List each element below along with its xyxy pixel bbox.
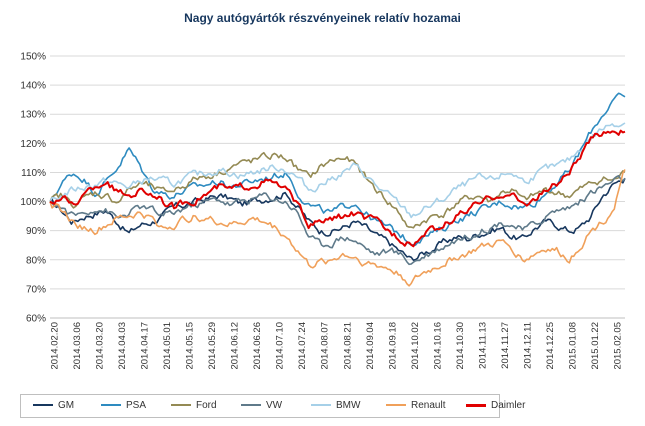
- y-tick-label: 100%: [20, 197, 46, 208]
- series-lines: [49, 92, 626, 287]
- x-tick-label: 2014.08.07: [320, 322, 331, 370]
- x-tick-label: 2014.10.30: [455, 322, 466, 370]
- legend-label: Renault: [411, 400, 446, 411]
- x-tick-label: 2015.01.22: [590, 322, 601, 370]
- legend-swatch: [466, 403, 486, 407]
- x-tick-label: 2015.01.08: [567, 322, 578, 370]
- legend-label: GM: [58, 400, 75, 411]
- legend-label: VW: [266, 400, 283, 411]
- x-tick-label: 2014.05.01: [162, 322, 173, 370]
- y-tick-label: 120%: [20, 139, 46, 150]
- y-tick-label: 90%: [26, 226, 46, 237]
- x-tick-label: 2014.08.21: [342, 322, 353, 370]
- x-tick-label: 2014.02.20: [50, 322, 61, 370]
- legend-item-bmw: BMW: [311, 400, 360, 414]
- legend-item-psa: PSA: [101, 400, 146, 414]
- x-tick-label: 2014.05.15: [185, 322, 196, 370]
- x-tick-label: 2014.12.11: [522, 322, 533, 369]
- x-tick-label: 2014.06.26: [252, 322, 263, 370]
- legend-swatch: [386, 404, 406, 407]
- legend-swatch: [241, 404, 261, 407]
- legend-item-renault: Renault: [386, 400, 445, 414]
- legend-label: Ford: [196, 400, 217, 411]
- legend-item-gm: GM: [33, 400, 74, 414]
- chart-title: Nagy autógyártók részvényeinek relatív h…: [184, 11, 461, 25]
- x-tick-label: 2014.09.18: [387, 322, 398, 370]
- legend-swatch: [33, 404, 53, 407]
- series-line-gm: [49, 177, 626, 262]
- line-chart: 60% 70% 80% 90% 100% 110% 120% 130% 140% 150% 201…: [20, 52, 626, 370]
- x-tick-label: 2014.05.29: [207, 322, 218, 370]
- series-line-vw: [49, 174, 626, 266]
- legend-item-daimler: Daimler: [466, 400, 525, 414]
- series-line-ford: [49, 151, 626, 229]
- x-tick-label: 2014.06.12: [230, 322, 241, 370]
- x-tick-label: 2014.12.25: [545, 322, 556, 370]
- x-tick-label: 2014.11.27: [500, 322, 511, 369]
- y-axis-ticks: 60% 70% 80% 90% 100% 110% 120% 130% 140% 150%: [20, 52, 46, 325]
- legend-swatch: [171, 404, 191, 407]
- x-tick-label: 2014.09.04: [365, 322, 376, 370]
- y-tick-label: 150%: [20, 52, 46, 63]
- x-tick-label: 2014.07.10: [275, 322, 286, 370]
- x-tick-label: 2014.03.06: [72, 322, 83, 370]
- legend-swatch: [101, 404, 121, 407]
- series-line-bmw: [49, 122, 626, 219]
- x-tick-label: 2014.03.20: [95, 322, 106, 370]
- series-line-daimler: [49, 129, 626, 248]
- x-tick-label: 2014.11.13: [477, 322, 488, 369]
- legend-label: BMW: [336, 400, 361, 411]
- x-tick-label: 2014.04.17: [140, 322, 151, 370]
- y-tick-label: 110%: [21, 168, 46, 179]
- x-tick-label: 2014.04.03: [117, 322, 128, 370]
- y-tick-label: 60%: [26, 314, 46, 325]
- legend-label: PSA: [126, 400, 147, 411]
- x-axis-ticks: 2014.02.20 2014.03.06 2014.03.20 2014.04.03…: [50, 322, 624, 370]
- x-tick-label: 2014.10.16: [432, 322, 443, 370]
- y-tick-label: 70%: [26, 284, 46, 295]
- x-tick-label: 2014.10.02: [410, 322, 421, 370]
- y-tick-label: 80%: [26, 255, 46, 266]
- legend-item-vw: VW: [241, 400, 282, 414]
- x-tick-label: 2014.07.24: [297, 322, 308, 370]
- legend-swatch: [311, 404, 331, 407]
- x-tick-label: 2015.02.05: [613, 322, 624, 370]
- legend-label: Daimler: [491, 400, 526, 411]
- legend: GM PSA Ford VW BMW Renault Daimler: [20, 394, 525, 418]
- legend-item-ford: Ford: [171, 400, 217, 414]
- y-tick-label: 130%: [20, 110, 46, 121]
- y-tick-label: 140%: [20, 81, 46, 92]
- series-line-renault: [49, 169, 626, 287]
